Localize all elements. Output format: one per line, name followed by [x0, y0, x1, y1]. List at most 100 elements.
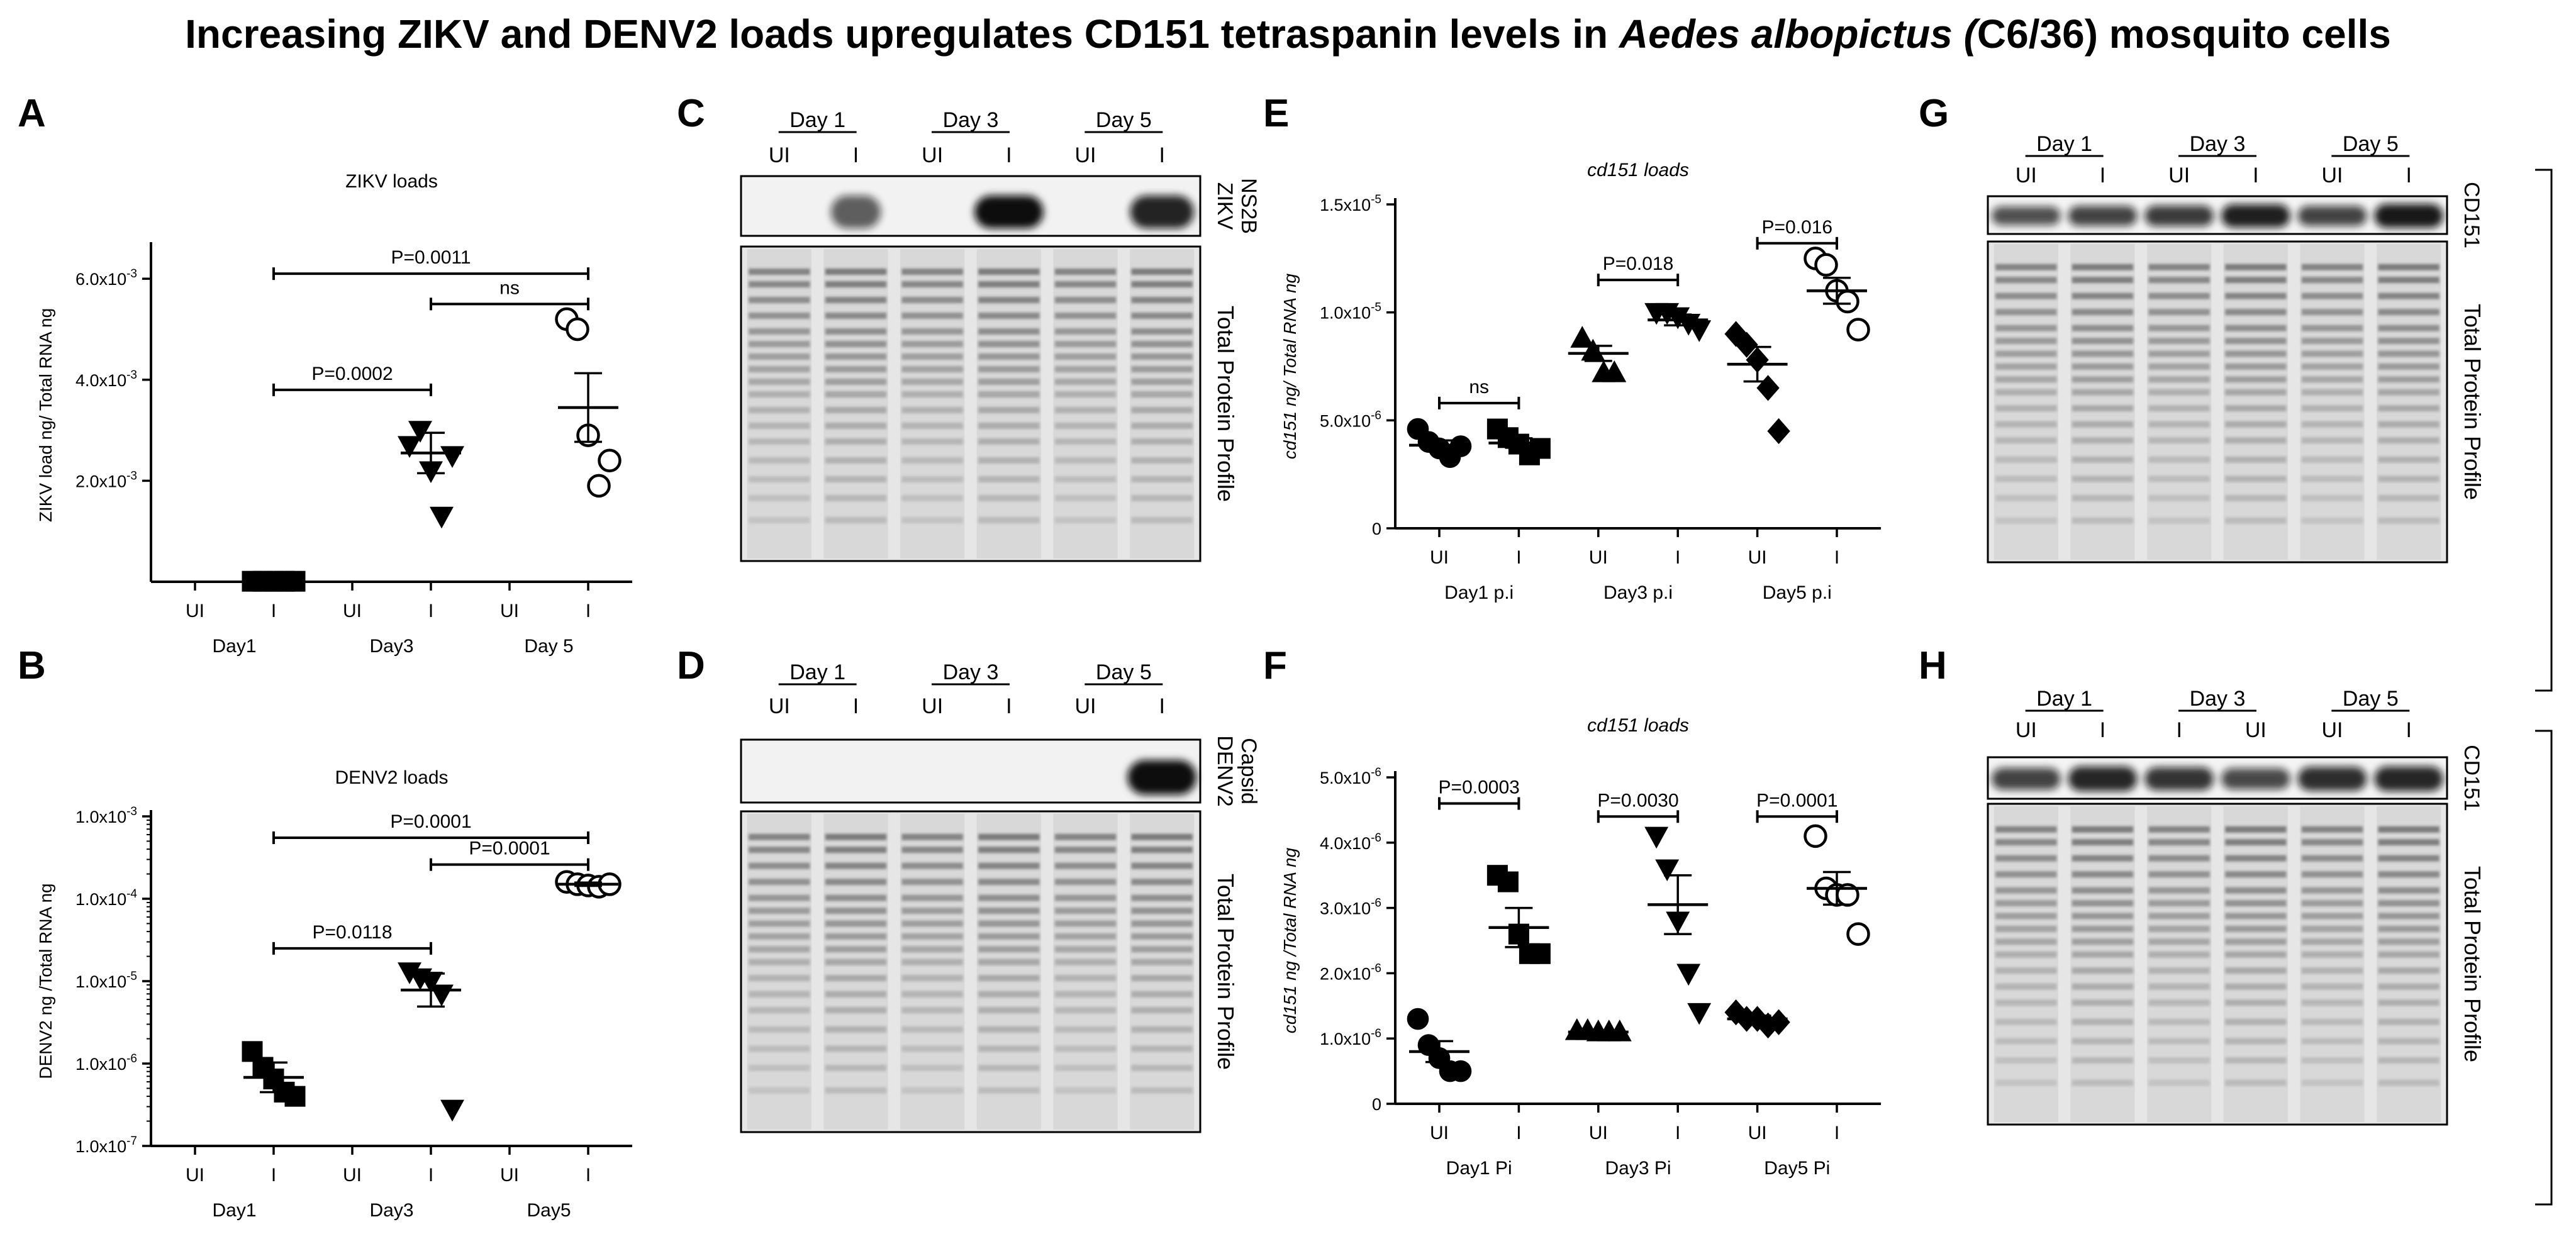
- gel-band-d: [1054, 879, 1117, 886]
- p-value-label-e: P=0.016: [1761, 217, 1832, 238]
- gel-band-c: [749, 379, 810, 385]
- gel-band-g: [1995, 292, 2057, 299]
- y-tick-label-b: 1.0x10-6: [75, 1052, 137, 1074]
- gel-band-c: [1131, 379, 1193, 385]
- gel-lane-h: [2070, 806, 2135, 1122]
- gel-band-g: [2301, 517, 2363, 524]
- gel-band-h: [2301, 999, 2363, 1006]
- gel-band-d: [825, 833, 887, 840]
- gel-band-d: [825, 975, 887, 982]
- gel-band-d: [1131, 946, 1193, 953]
- data-point-f: [1655, 859, 1680, 882]
- gel-band-c: [825, 423, 887, 429]
- gel-band-g: [2225, 376, 2287, 383]
- gel-band-g: [2378, 437, 2439, 444]
- gel-band-d: [1131, 833, 1193, 840]
- lane-label-g: I: [2406, 164, 2411, 187]
- gel-lane-h: [1993, 806, 2058, 1122]
- gel-band-d: [825, 920, 887, 927]
- gel-band-h: [1995, 925, 2057, 932]
- gel-band-h: [2225, 1018, 2287, 1025]
- gel-band-g: [2071, 264, 2134, 270]
- gel-band-h: [2148, 871, 2210, 878]
- gel-band-h: [2071, 855, 2134, 862]
- gel-band-c: [1131, 366, 1193, 372]
- x-tick-label-a: UI: [343, 601, 362, 621]
- gel-band-d: [1131, 1087, 1193, 1094]
- gel-band-g: [2225, 338, 2287, 345]
- day-label-c: Day 1: [789, 108, 845, 132]
- protein-band-g: [2221, 204, 2290, 228]
- gel-band-c: [1054, 438, 1117, 445]
- gel-band-h: [1995, 887, 2057, 894]
- gel-band-g: [2301, 389, 2363, 396]
- gel-band-c: [901, 366, 963, 372]
- lane-label-d: UI: [1075, 694, 1096, 718]
- gel-band-d: [901, 833, 963, 840]
- gel-band-c: [1054, 423, 1117, 429]
- gel-band-c: [901, 407, 963, 413]
- gel-band-c: [825, 438, 887, 445]
- gel-band-h: [1995, 855, 2057, 862]
- gel-band-c: [825, 269, 887, 275]
- gel-band-g: [2071, 456, 2134, 463]
- gel-band-c: [901, 353, 963, 360]
- gel-band-c: [901, 328, 963, 335]
- gel-band-g: [2301, 405, 2363, 412]
- y-tick-label-a: 2.0x10-3: [75, 469, 137, 491]
- gel-band-g: [2148, 309, 2210, 316]
- day-label-g: Day 1: [2036, 132, 2092, 156]
- gel-band-d: [1054, 894, 1117, 901]
- gel-band-d: [978, 894, 1040, 901]
- gel-band-c: [901, 341, 963, 347]
- gel-band-g: [1995, 264, 2057, 270]
- gel-band-h: [2071, 887, 2134, 894]
- gel-band-g: [2378, 421, 2439, 428]
- gel-band-d: [1131, 1045, 1193, 1052]
- gel-band-d: [825, 894, 887, 901]
- gel-band-d: [978, 933, 1040, 940]
- gel-band-h: [2378, 839, 2439, 846]
- y-tick-label-f: 3.0x10-6: [1320, 897, 1381, 918]
- protein-band-c: [974, 195, 1044, 229]
- gel-band-c: [978, 269, 1040, 275]
- y-tick-label-b: 1.0x10-5: [75, 970, 137, 991]
- data-point-e: [1529, 438, 1551, 459]
- gel-band-d: [978, 959, 1040, 965]
- x-tick-label-e: I: [1675, 547, 1680, 568]
- protein-band-h: [2144, 767, 2214, 791]
- gel-band-h: [2071, 925, 2134, 932]
- lane-label-h: I: [2176, 718, 2182, 742]
- gel-band-h: [2071, 1057, 2134, 1064]
- x-tick-label-e: UI: [1589, 547, 1608, 568]
- gel-band-h: [1995, 913, 2057, 920]
- gel-band-g: [2378, 325, 2439, 331]
- gel-band-g: [2378, 475, 2439, 482]
- gel-band-d: [901, 879, 963, 886]
- gel-band-d: [1054, 1007, 1117, 1014]
- gel-band-g: [2148, 405, 2210, 412]
- y-tick-label-e: 1.5x10-5: [1320, 193, 1381, 214]
- profile-label-d: Total Protein Profile: [1213, 874, 1239, 1070]
- gel-band-g: [1995, 277, 2057, 284]
- gel-band-h: [2148, 1018, 2210, 1025]
- total-protein-gel-c: [740, 245, 1202, 562]
- gel-band-g: [2148, 277, 2210, 284]
- gel-band-g: [2378, 495, 2439, 501]
- gel-band-c: [1054, 341, 1117, 347]
- gel-band-c: [901, 438, 963, 445]
- gel-band-h: [1995, 1038, 2057, 1045]
- gel-band-c: [1131, 438, 1193, 445]
- gel-lane-c: [1053, 249, 1118, 559]
- gel-band-h: [2071, 1038, 2134, 1045]
- gel-band-d: [825, 991, 887, 998]
- gel-band-c: [978, 328, 1040, 335]
- gel-band-c: [749, 495, 810, 501]
- gel-lane-h: [2377, 806, 2441, 1122]
- gel-band-d: [825, 1026, 887, 1033]
- gel-band-c: [978, 353, 1040, 360]
- lane-label-d: I: [1006, 694, 1012, 718]
- group-label-e: Day5 p.i: [1763, 582, 1832, 603]
- gel-band-d: [901, 908, 963, 914]
- gel-lane-c: [823, 249, 888, 559]
